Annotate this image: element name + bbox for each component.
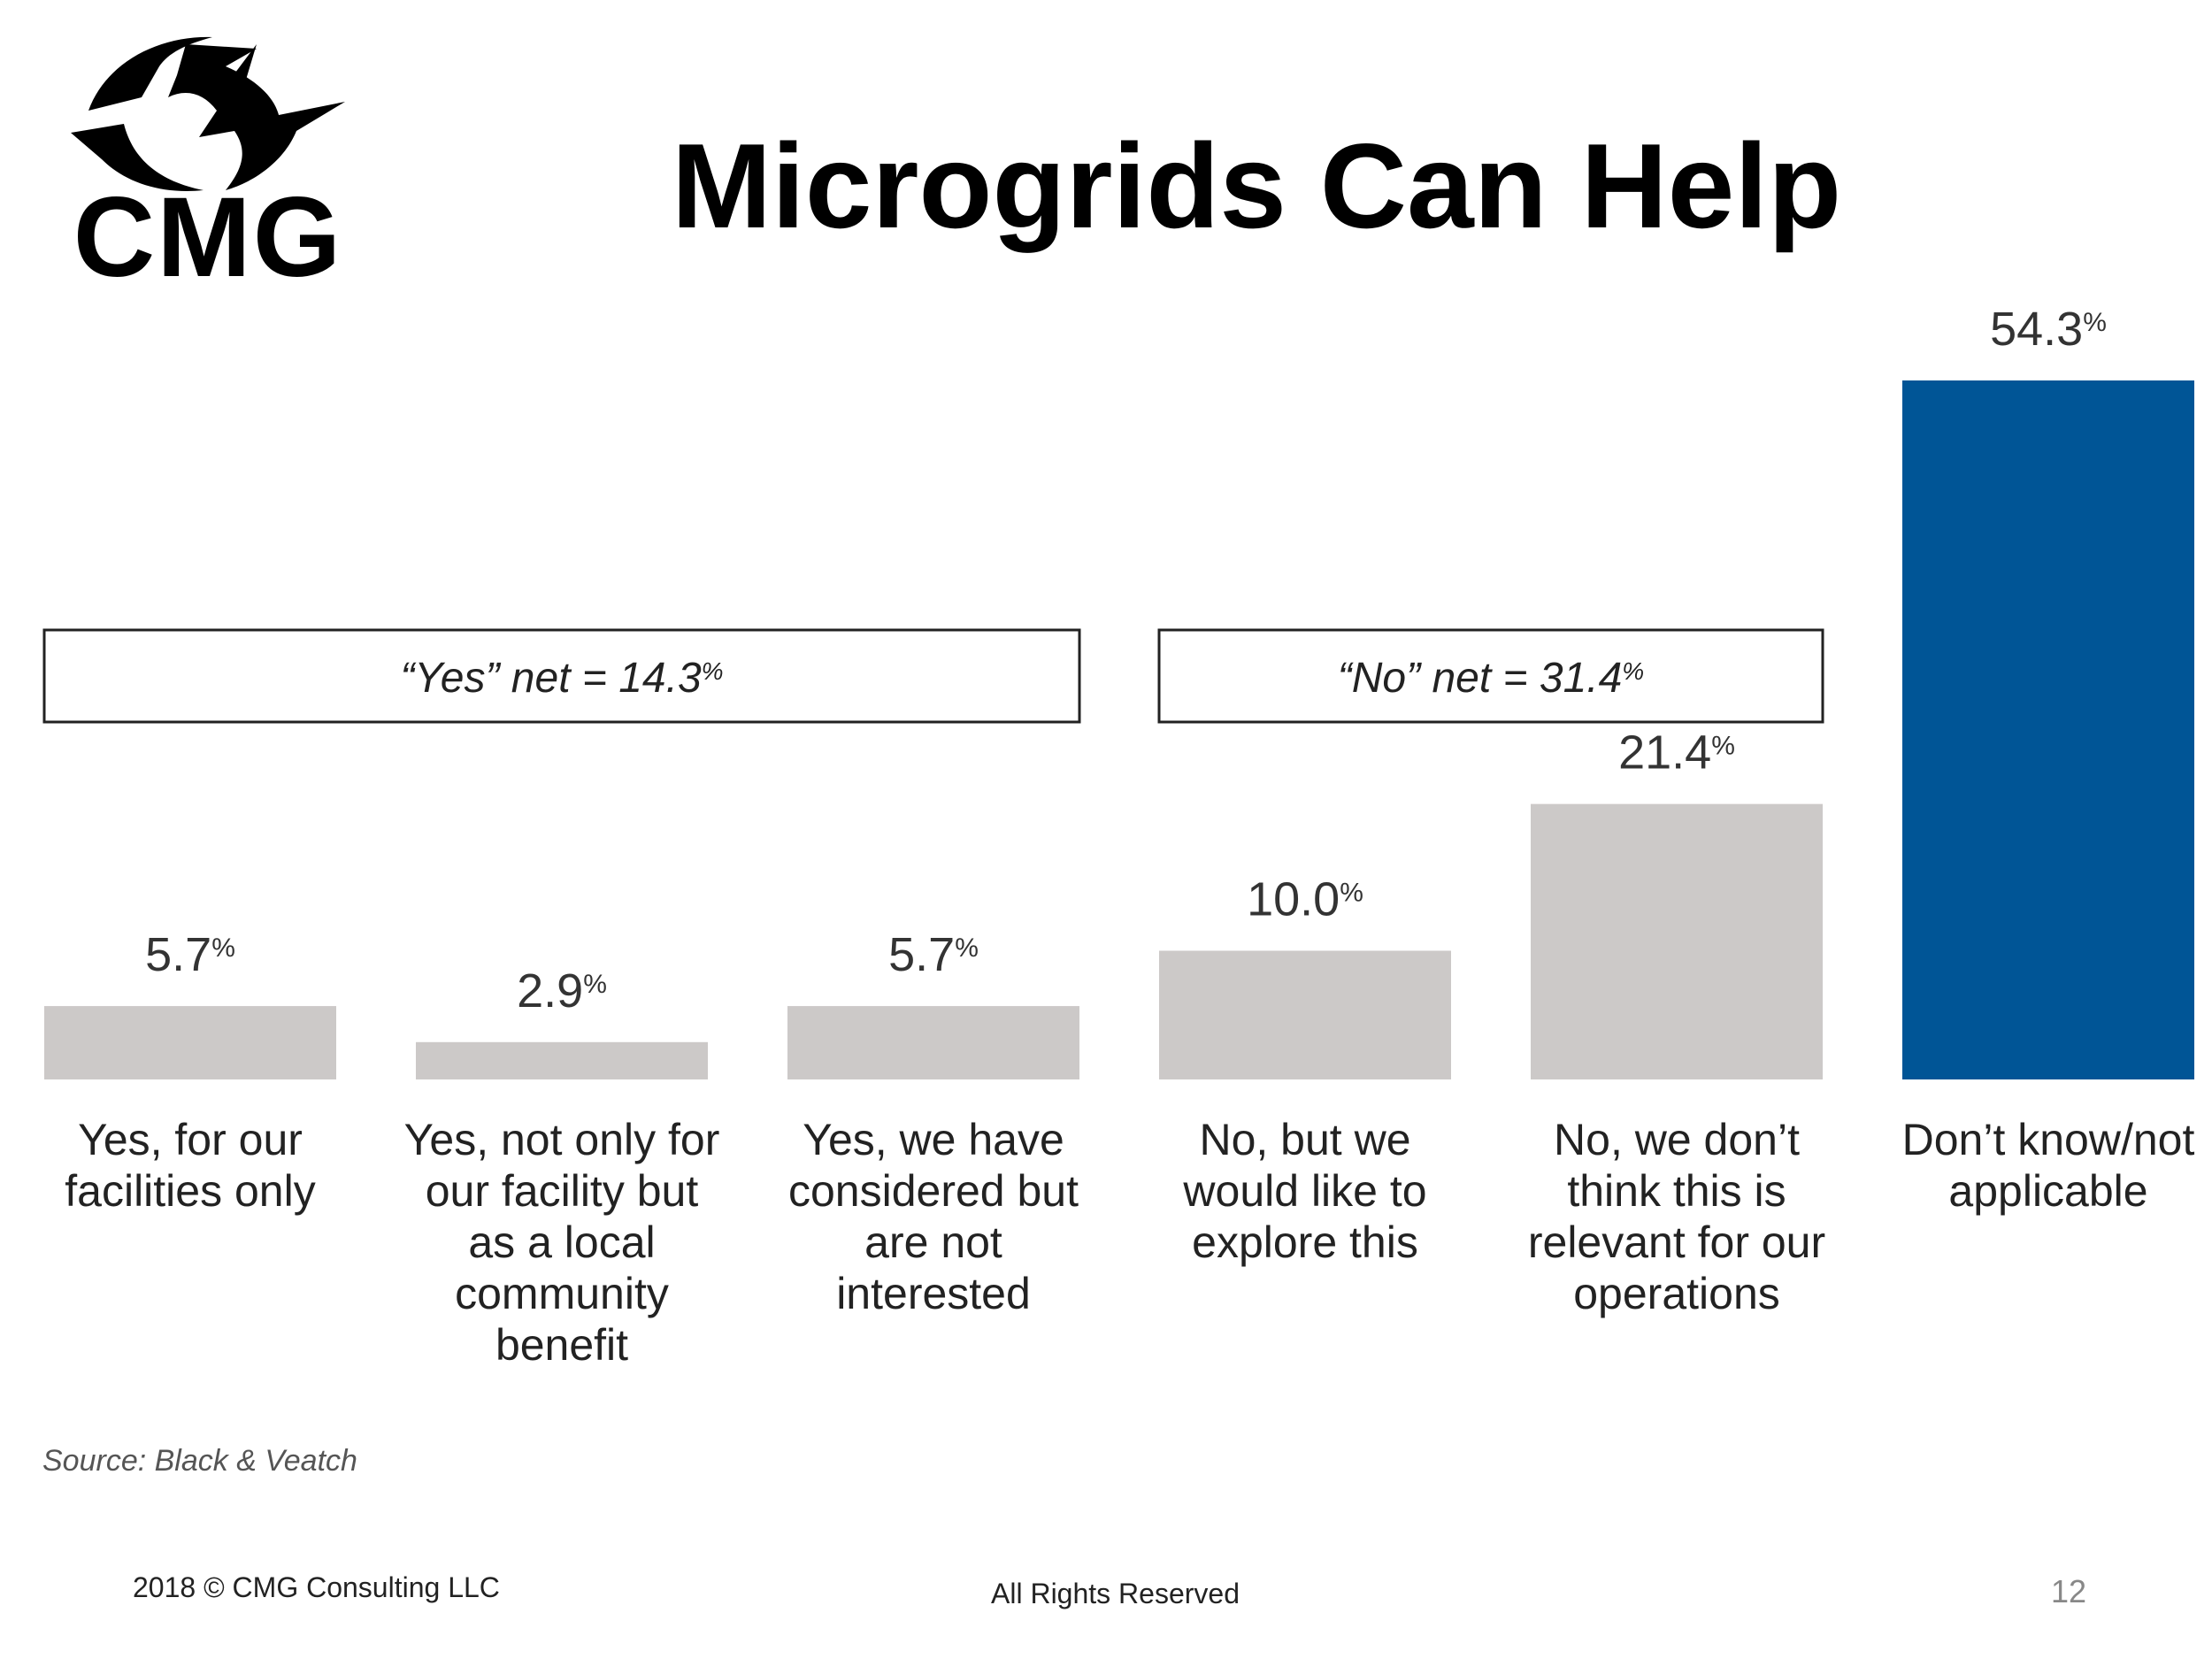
data-label-1: 5.7% [145,928,235,981]
bar-6 [1902,380,2194,1079]
compass-icon [71,36,345,191]
group-label-2: “No” net = 31.4% [1338,655,1644,702]
bar-2 [416,1041,708,1079]
bar-5 [1531,803,1823,1079]
bar-4 [1159,950,1451,1079]
group-box-2 [1157,628,1824,724]
footer-copyright: 2018 © CMG Consulting LLC [133,1571,500,1603]
category-label-4: No, but we would like to explore this [1182,1115,1426,1267]
category-label-5: No, we don’t think this is relevant for ou… [1528,1115,1825,1318]
logo-text: CMG [73,174,343,283]
category-label-1: Yes, for our facilities only [65,1115,315,1216]
data-label-2: 2.9% [517,964,607,1018]
bar-chart: 5.7% Yes, for our facilities only 2.9% Yes, … [42,303,2195,1370]
data-label-6: 54.3% [1990,303,2107,356]
category-label-2: Yes, not only for our facility but as a lo… [404,1115,720,1370]
bar-1 [44,1006,336,1079]
category-label-3: Yes, we have considered but are not interes… [788,1115,1079,1318]
source-note: Source: Black & Veatch [42,1444,357,1478]
group-label-1: “Yes” net = 14.3% [400,655,723,702]
page-title: Microgrids Can Help [671,119,1842,253]
data-label-5: 21.4% [1618,726,1735,780]
category-label-6: Don’t know/not applicable [1902,1115,2195,1216]
footer-rights: All Rights Reserved [991,1578,1240,1609]
page-number: 12 [2051,1573,2087,1609]
cmg-logo: CMG [71,36,345,283]
bar-3 [787,1006,1079,1079]
data-label-4: 10.0% [1247,873,1363,926]
group-box-1 [42,628,1081,724]
data-label-3: 5.7% [888,928,979,981]
